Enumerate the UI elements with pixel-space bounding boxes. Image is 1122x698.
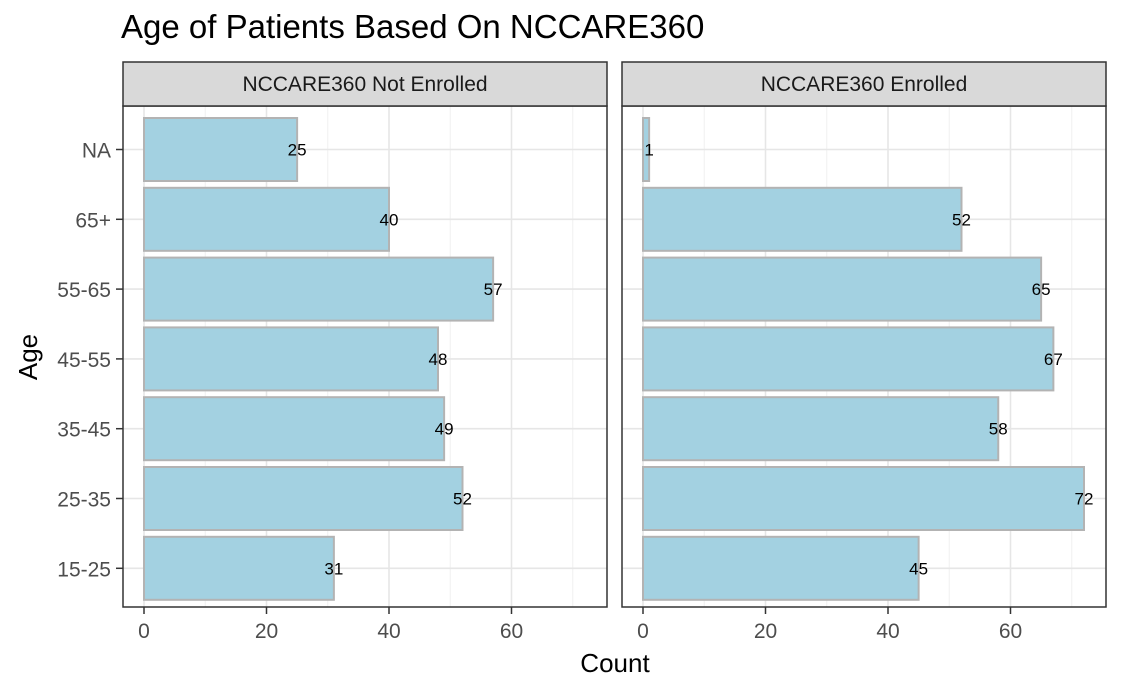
bar bbox=[642, 256, 1043, 322]
y-tick-label: 45-55 bbox=[57, 349, 111, 372]
x-tick-label: 40 bbox=[377, 620, 400, 643]
y-axis-title: Age bbox=[13, 334, 43, 380]
bar bbox=[642, 186, 963, 252]
data-label: 40 bbox=[380, 210, 399, 229]
x-tick-label: 0 bbox=[138, 620, 150, 643]
facet-strip-label: NCCARE360 Enrolled bbox=[761, 73, 968, 96]
y-tick-label: NA bbox=[82, 140, 111, 163]
data-label: 25 bbox=[288, 141, 307, 160]
data-label: 52 bbox=[453, 490, 472, 509]
bar bbox=[143, 535, 335, 601]
bar bbox=[642, 466, 1085, 531]
data-label: 31 bbox=[324, 559, 343, 578]
data-label: 1 bbox=[644, 141, 653, 160]
x-tick-label: 60 bbox=[500, 620, 523, 643]
bar bbox=[642, 326, 1055, 392]
bar bbox=[143, 117, 299, 182]
bar bbox=[642, 396, 1000, 462]
data-label: 45 bbox=[909, 559, 928, 578]
bar bbox=[143, 326, 439, 392]
bar bbox=[642, 117, 651, 182]
y-tick-label: 25-35 bbox=[57, 489, 111, 512]
y-tick-label: 55-65 bbox=[57, 279, 111, 302]
facet-strip-label: NCCARE360 Not Enrolled bbox=[242, 73, 487, 96]
x-tick-label: 60 bbox=[999, 620, 1022, 643]
y-tick-label: 15-25 bbox=[57, 558, 111, 581]
bar bbox=[143, 466, 464, 531]
bar bbox=[642, 535, 920, 601]
x-tick-label: 40 bbox=[876, 620, 899, 643]
data-label: 65 bbox=[1032, 280, 1051, 299]
chart-title: Age of Patients Based On NCCARE360 bbox=[121, 8, 705, 45]
y-tick-label: 35-45 bbox=[57, 419, 111, 442]
bar bbox=[143, 186, 390, 252]
bar bbox=[143, 396, 446, 462]
data-label: 57 bbox=[484, 280, 503, 299]
data-label: 49 bbox=[435, 420, 454, 439]
data-label: 52 bbox=[952, 210, 971, 229]
x-tick-label: 0 bbox=[637, 620, 649, 643]
bar bbox=[143, 256, 495, 322]
data-label: 72 bbox=[1075, 490, 1094, 509]
x-tick-label: 20 bbox=[255, 620, 278, 643]
facet-strip bbox=[122, 61, 608, 107]
y-tick-label: 65+ bbox=[75, 209, 111, 232]
data-label: 48 bbox=[429, 350, 448, 369]
x-axis-title: Count bbox=[580, 648, 650, 678]
facet-strip bbox=[621, 61, 1107, 107]
data-label: 58 bbox=[989, 420, 1008, 439]
data-label: 67 bbox=[1044, 350, 1063, 369]
x-tick-label: 20 bbox=[754, 620, 777, 643]
